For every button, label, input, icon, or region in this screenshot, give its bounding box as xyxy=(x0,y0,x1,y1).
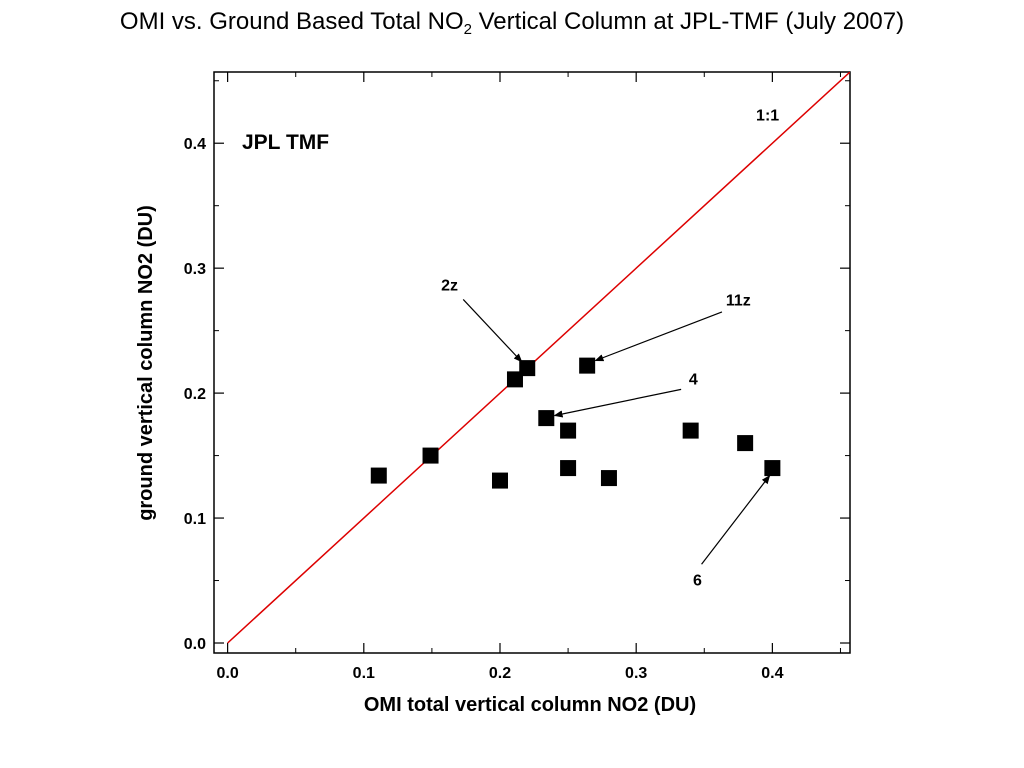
chart-title: OMI vs. Ground Based Total NO2 Vertical … xyxy=(0,8,1024,38)
data-point xyxy=(370,467,387,484)
reference-line-layer xyxy=(227,72,850,644)
annotation-label: 2z xyxy=(441,278,458,295)
y-tick-label: 0.4 xyxy=(184,136,206,153)
x-tick-label: 0.4 xyxy=(761,665,783,682)
annotations-layer: 2z 11z 4 6 xyxy=(441,278,771,590)
x-tick-label: 0.3 xyxy=(625,665,647,682)
data-point xyxy=(491,472,508,489)
annotation-arrow xyxy=(701,474,771,565)
data-point xyxy=(737,435,754,452)
x-tick-label: 0.2 xyxy=(489,665,511,682)
plot-frame xyxy=(213,71,851,654)
one-to-one-line xyxy=(227,72,850,644)
one-to-one-label: 1:1 xyxy=(756,108,779,125)
y-tick-label: 0.0 xyxy=(184,636,206,653)
chart-title-prefix: OMI vs. Ground Based Total NO xyxy=(119,8,464,35)
annotation-arrow xyxy=(553,388,682,418)
data-point xyxy=(579,357,596,374)
chart-title-subscript: 2 xyxy=(463,21,472,38)
data-point xyxy=(682,422,699,439)
data-point xyxy=(600,470,617,487)
annotation-arrow xyxy=(462,298,523,363)
y-tick-label: 0.1 xyxy=(184,511,206,528)
site-label: JPL TMF xyxy=(242,131,329,154)
annotation-label: 4 xyxy=(689,371,698,388)
data-point xyxy=(519,360,536,377)
annotation-label: 6 xyxy=(693,573,702,590)
data-point xyxy=(538,410,555,427)
data-point xyxy=(506,371,523,388)
data-point xyxy=(764,460,781,477)
y-axis-label: ground vertical column NO2 (DU) xyxy=(135,205,157,521)
x-tick-label: 0.0 xyxy=(216,665,238,682)
data-points-layer xyxy=(370,357,781,489)
data-point xyxy=(422,447,439,464)
x-axis-label: OMI total vertical column NO2 (DU) xyxy=(364,694,696,716)
y-tick-label: 0.3 xyxy=(184,261,206,278)
axis-ticks: 0.0 0.1 0.2 0.3 0.4 0.0 0.1 0.2 0.3 0.4 xyxy=(184,72,850,682)
chart-title-suffix: Vertical Column at JPL-TMF (July 2007) xyxy=(471,8,905,35)
data-point xyxy=(560,422,577,439)
x-tick-label: 0.1 xyxy=(353,665,375,682)
annotation-arrow xyxy=(594,311,723,362)
annotation-label: 11z xyxy=(726,293,751,310)
y-tick-label: 0.2 xyxy=(184,386,206,403)
data-point xyxy=(560,460,577,477)
